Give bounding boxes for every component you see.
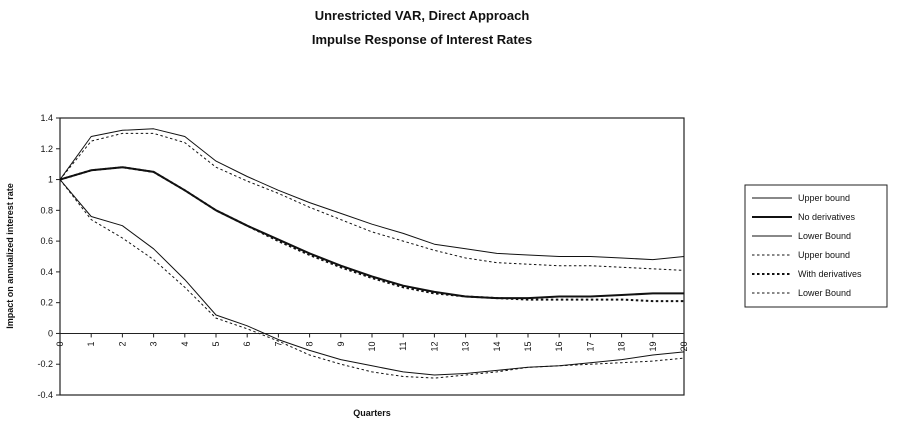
y-tick-label: 0.6	[40, 236, 53, 246]
series-line-1	[59, 128, 685, 261]
x-tick-label: 10	[367, 341, 377, 351]
x-tick-label: 19	[648, 341, 658, 351]
series-line-2	[59, 166, 684, 300]
series-line-6	[59, 179, 685, 379]
legend-label: Lower Bound	[798, 288, 851, 298]
x-axis-title: Quarters	[353, 408, 391, 418]
y-axis-title: Impact on annualized interest rate	[5, 183, 15, 329]
x-tick-label: 1	[86, 341, 96, 346]
x-tick-label: 18	[617, 341, 627, 351]
x-tick-label: 17	[585, 341, 595, 351]
x-tick-label: 6	[242, 341, 252, 346]
y-tick-label: 1	[48, 175, 53, 185]
x-tick-label: 11	[398, 341, 408, 350]
y-axis: 1.4 1.2 1 0.8 0.6 0.4 0.2 0 -0.2 -0.4	[37, 113, 684, 400]
y-tick-label: 1.2	[40, 144, 53, 154]
chart-title: Unrestricted VAR, Direct Approach	[315, 8, 530, 23]
x-tick-label: 20	[679, 341, 689, 351]
x-tick-label: 15	[523, 341, 533, 351]
x-axis: 0 1 2 3 4 5 6 7 8 9 10 11 12 13 14 15 16 17 18 19 20	[55, 333, 689, 351]
chart-subtitle: Impulse Response of Interest Rates	[312, 32, 532, 47]
series-line-5	[59, 166, 684, 303]
series-lines	[59, 128, 685, 379]
legend-label: No derivatives	[798, 212, 856, 222]
y-tick-label: -0.4	[37, 390, 53, 400]
x-tick-label: 9	[336, 341, 346, 346]
y-tick-label: 0.4	[40, 267, 53, 277]
legend-entries: Upper bound No derivatives Lower Bound Uppe…	[752, 193, 862, 298]
legend: Upper bound No derivatives Lower Bound Uppe…	[744, 184, 888, 308]
x-tick-label: 13	[461, 341, 471, 351]
y-tick-label: -0.2	[37, 359, 53, 369]
x-tick-label: 7	[273, 341, 283, 346]
series-line-4	[59, 132, 685, 271]
legend-label: Lower Bound	[798, 231, 851, 241]
legend-box	[744, 184, 888, 308]
y-tick-label: 0.8	[40, 205, 53, 215]
x-tick-label: 4	[180, 341, 190, 346]
x-tick-label: 5	[211, 341, 221, 346]
x-tick-label: 3	[149, 341, 159, 346]
legend-label: Upper bound	[798, 250, 850, 260]
series-line-3	[59, 179, 685, 376]
x-tick-label: 2	[117, 341, 127, 346]
x-tick-label: 14	[492, 341, 502, 351]
x-tick-label: 0	[55, 341, 65, 346]
legend-label: Upper bound	[798, 193, 850, 203]
x-tick-label: 16	[554, 341, 564, 351]
x-tick-label: 8	[305, 341, 315, 346]
x-tick-label: 12	[429, 341, 439, 351]
y-tick-label: 0	[48, 328, 53, 338]
legend-label: With derivatives	[798, 269, 862, 279]
y-tick-label: 0.2	[40, 298, 53, 308]
y-tick-label: 1.4	[40, 113, 53, 123]
